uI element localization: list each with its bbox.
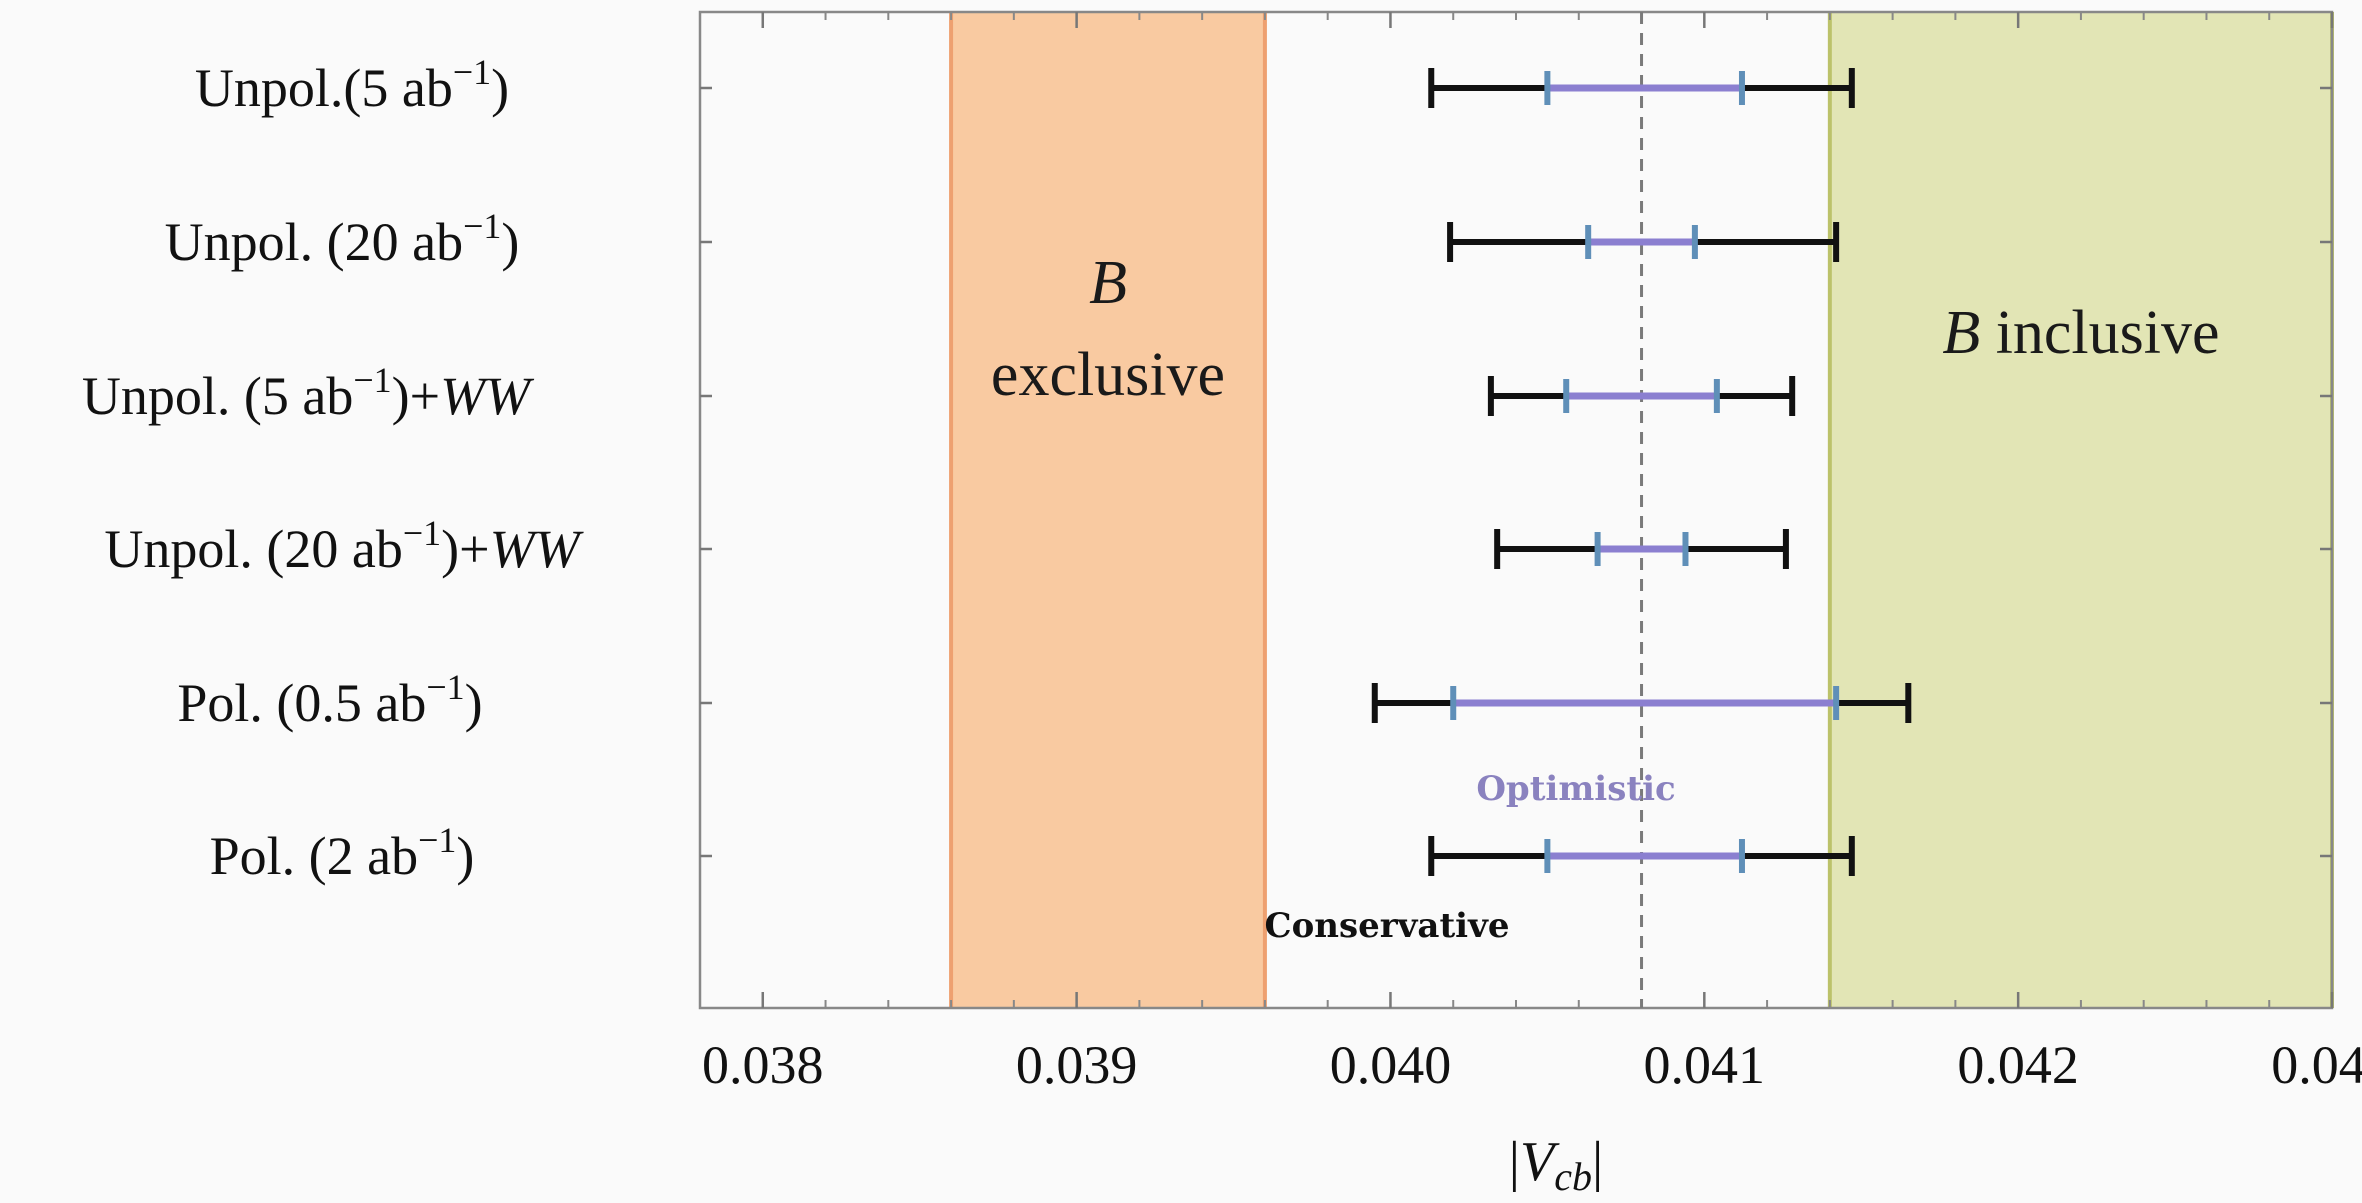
row-label: Pol. (2 ab−1) — [210, 820, 475, 886]
annotation-conservative: Conservative — [1265, 906, 1510, 946]
row-label: Unpol. (5 ab−1)+WW — [82, 360, 535, 426]
row-label: Unpol. (20 ab−1)+WW — [104, 513, 584, 579]
row-label: Pol. (0.5 ab−1) — [177, 667, 482, 733]
band-exclusive-label: exclusive — [991, 341, 1225, 409]
error-bar-row — [1487, 376, 1796, 416]
row-label: Unpol. (20 ab−1) — [165, 206, 520, 272]
annotation-optimistic: Optimistic — [1476, 769, 1675, 809]
band-inclusive-label: B inclusive — [1942, 299, 2219, 367]
x-tick-label: 0.043 — [2271, 1035, 2362, 1095]
band-exclusive-symbol: B — [1089, 249, 1127, 317]
error-bar-row — [1428, 836, 1855, 876]
x-tick-label: 0.038 — [702, 1035, 824, 1095]
x-tick-label: 0.040 — [1330, 1035, 1452, 1095]
row-labels-layer: Unpol.(5 ab−1) Unpol. (20 ab−1) Unpol. (5 … — [82, 52, 585, 886]
row-label: Unpol.(5 ab−1) — [195, 52, 509, 118]
x-tick-label: 0.042 — [1957, 1035, 2079, 1095]
error-bar-row — [1371, 683, 1912, 723]
annotations-layer: Optimistic Conservative — [1265, 769, 1676, 946]
x-tick-label: 0.041 — [1644, 1035, 1766, 1095]
band-exclusive — [951, 12, 1265, 1008]
error-bar-row — [1447, 222, 1840, 262]
error-bar-row — [1494, 529, 1789, 569]
ticks-layer: 0.038 0.039 0.040 0.041 0.042 0.043 — [699, 12, 2362, 1095]
error-bars-layer — [1371, 68, 1912, 876]
x-tick-label: 0.039 — [1016, 1035, 1138, 1095]
error-bar-row — [1428, 68, 1855, 108]
band-inclusive — [1829, 12, 2332, 1008]
x-axis-label: |Vcb| — [1509, 1131, 1603, 1199]
